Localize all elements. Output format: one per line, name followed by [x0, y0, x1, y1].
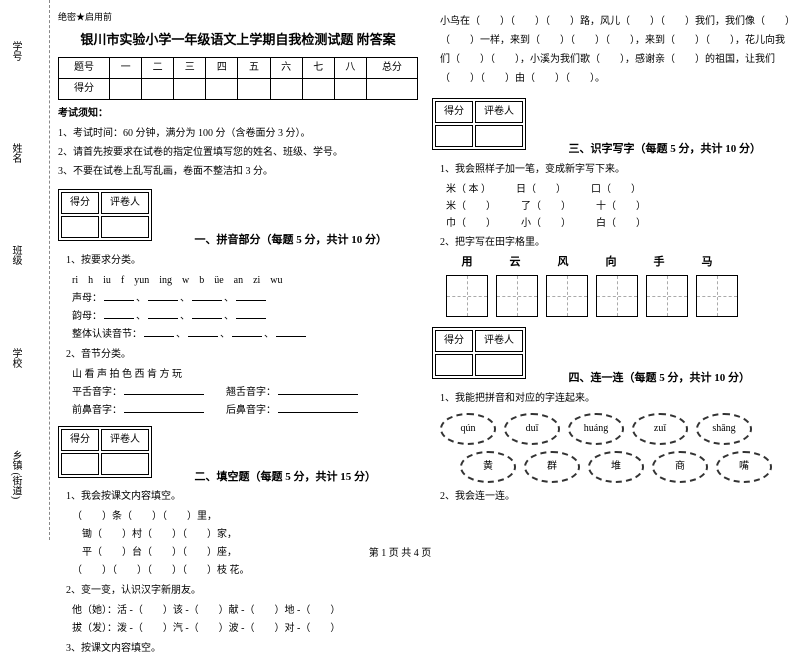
tianzige-box [596, 275, 638, 317]
stroke-row: 米（ ） 了（ ） 十（ ） [446, 198, 792, 215]
score-label: 得分 [61, 429, 99, 451]
section-2-title: 二、填空题（每题 5 分，共计 15 分） [195, 469, 377, 487]
score-header-cell: 四 [206, 58, 238, 79]
tianzige-box [446, 275, 488, 317]
sidebar-label: 班级 [8, 241, 23, 269]
score-header-cell: 六 [270, 58, 302, 79]
grid-char-label: 用 [446, 254, 488, 272]
score-cell [206, 79, 238, 100]
fill-line: 他（她）：活 -（ ）该 -（ ）献 -（ ）地 -（ ） [72, 602, 418, 620]
char-oval: 嘴 [716, 451, 772, 483]
tianzige-box [646, 275, 688, 317]
grid-char-label: 风 [542, 254, 584, 272]
section-score-box: 得分 评卷人 [432, 98, 526, 150]
question-prompt: 1、我会照样子加一笔，变成新字写下来。 [440, 162, 792, 178]
section-score-box: 得分 评卷人 [58, 426, 152, 478]
score-cell [238, 79, 270, 100]
grid-char-label: 手 [638, 254, 680, 272]
char-oval: 群 [524, 451, 580, 483]
question-prompt: 1、我能把拼音和对应的字连起来。 [440, 391, 792, 407]
score-row-label: 得分 [59, 79, 110, 100]
left-column: 绝密★启用前 银川市实验小学一年级语文上学期自我检测试题 附答案 题号一二三四五… [58, 10, 418, 540]
score-header-cell: 八 [334, 58, 366, 79]
score-header-cell: 题号 [59, 58, 110, 79]
score-header-cell: 一 [110, 58, 142, 79]
right-column: 小鸟在（ ）（ ）（ ）路，风儿（ ）（ ）我们，我们像（ ）（ ）一样，来到（… [432, 10, 792, 540]
pinyin-oval: zuǐ [632, 413, 688, 445]
score-label: 得分 [61, 192, 99, 214]
sidebar-label: 学号 [8, 37, 23, 65]
score-header-cell: 七 [302, 58, 334, 79]
question-prompt: 2、音节分类。 [66, 347, 418, 363]
fill-line: 拔（发）：泼 -（ ）汽 -（ ）波 -（ ）对 -（ ） [72, 620, 418, 638]
classify-line: 韵母：、、、 [72, 308, 418, 326]
fill-line: （ ）（ ）（ ）（ ）枝 花。 [72, 562, 418, 580]
score-cell [270, 79, 302, 100]
score-cell [110, 79, 142, 100]
question-prompt: 3、按课文内容填空。 [66, 641, 418, 657]
secrecy-tag: 绝密★启用前 [58, 10, 418, 24]
tianzige-box [696, 275, 738, 317]
classify-line: 整体认读音节：、、、 [72, 326, 418, 344]
question-prompt: 1、我会按课文内容填空。 [66, 489, 418, 505]
section-score-box: 得分 评卷人 [58, 189, 152, 241]
score-cell [366, 79, 417, 100]
paper-title: 银川市实验小学一年级语文上学期自我检测试题 附答案 [58, 30, 418, 51]
score-header-cell: 二 [142, 58, 174, 79]
pinyin-oval: huáng [568, 413, 624, 445]
char-oval: 堆 [588, 451, 644, 483]
sidebar-label: 姓名 [8, 139, 23, 167]
char-oval: 商 [652, 451, 708, 483]
stroke-row: 米（ 本 ） 日（ ） 口（ ） [446, 181, 792, 198]
notice-item: 1、考试时间：60 分钟，满分为 100 分（含卷面分 3 分）。 [58, 126, 418, 142]
grid-char-label: 云 [494, 254, 536, 272]
fill-line: （ ）条（ ）（ ）里， [72, 508, 418, 526]
stroke-row: 巾（ ） 小（ ） 白（ ） [446, 215, 792, 232]
grader-label: 评卷人 [475, 101, 523, 123]
score-summary-table: 题号一二三四五六七八总分 得分 [58, 57, 418, 100]
score-header-cell: 五 [238, 58, 270, 79]
pinyin-oval: shāng [696, 413, 752, 445]
grader-label: 评卷人 [101, 429, 149, 451]
char-list: 山 看 声 拍 色 西 肯 方 玩 [72, 366, 418, 384]
question-prompt: 2、把字写在田字格里。 [440, 235, 792, 251]
score-cell [142, 79, 174, 100]
score-header-cell: 总分 [366, 58, 417, 79]
pinyin-oval: duī [504, 413, 560, 445]
tianzige-box [546, 275, 588, 317]
grid-char-label: 马 [686, 254, 728, 272]
sidebar-label: 学校 [8, 344, 23, 372]
question-prompt: 2、我会连一连。 [440, 489, 792, 505]
grid-char-label: 向 [590, 254, 632, 272]
sidebar-label: 乡镇 (街道) [8, 446, 23, 503]
tianzige-box [496, 275, 538, 317]
fill-line: 锄（ ）村（ ）（ ）家， [72, 526, 418, 544]
score-cell [174, 79, 206, 100]
passage-fill: 小鸟在（ ）（ ）（ ）路，风儿（ ）（ ）我们，我们像（ ）（ ）一样，来到（… [440, 12, 792, 88]
score-cell [302, 79, 334, 100]
classify-row: 平舌音字： 翘舌音字： [72, 384, 418, 402]
classify-row: 前鼻音字： 后鼻音字： [72, 402, 418, 420]
grader-label: 评卷人 [475, 330, 523, 352]
pinyin-oval: qún [440, 413, 496, 445]
section-3-title: 三、识字写字（每题 5 分，共计 10 分） [569, 141, 762, 159]
score-label: 得分 [435, 330, 473, 352]
char-oval: 黄 [460, 451, 516, 483]
notice-item: 2、请首先按要求在试卷的指定位置填写您的姓名、班级、学号。 [58, 145, 418, 161]
notice-title: 考试须知： [58, 106, 418, 122]
section-4-title: 四、连一连（每题 5 分，共计 10 分） [569, 370, 751, 388]
fill-line: 平（ ）台（ ）（ ）座， [72, 544, 418, 562]
classify-line: 声母：、、、 [72, 290, 418, 308]
question-prompt: 2、变一变，认识汉字新朋友。 [66, 583, 418, 599]
grader-label: 评卷人 [101, 192, 149, 214]
notice-item: 3、不要在试卷上乱写乱画，卷面不整洁扣 3 分。 [58, 164, 418, 180]
score-cell [334, 79, 366, 100]
score-header-cell: 三 [174, 58, 206, 79]
section-1-title: 一、拼音部分（每题 5 分，共计 10 分） [195, 232, 388, 250]
section-score-box: 得分 评卷人 [432, 327, 526, 379]
binding-sidebar: 学号 姓名 班级 学校 乡镇 (街道) [0, 0, 50, 540]
score-label: 得分 [435, 101, 473, 123]
pinyin-letters: ri h iu f yun ing w b üe an zi wu [72, 272, 418, 290]
question-prompt: 1、按要求分类。 [66, 253, 418, 269]
